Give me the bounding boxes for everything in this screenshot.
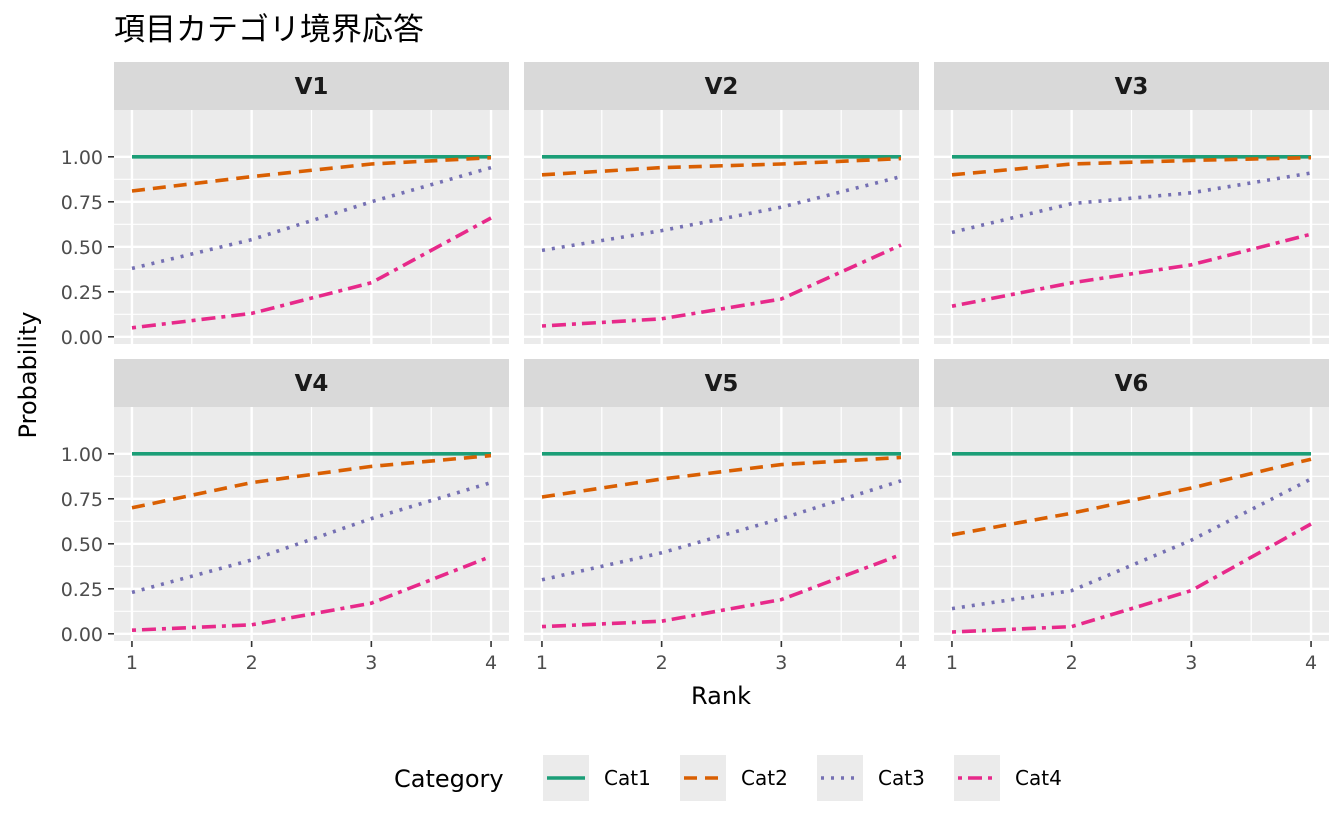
series-line-cat3 [541, 479, 902, 582]
strip-background [114, 62, 509, 110]
legend-title: Category [394, 765, 504, 793]
panel-v4: V4 0.00 0.25 0.50 0.75 1.00 1 2 3 4 [61, 359, 509, 674]
y-tick-label: 0.00 [61, 624, 103, 646]
y-tick-label: 0.00 [61, 327, 103, 349]
panel-v3: V3 [934, 62, 1329, 344]
x-tick-label: 4 [485, 652, 497, 674]
y-tick-label: 0.25 [61, 282, 103, 304]
x-axis-title: Rank [691, 682, 751, 710]
y-tick-label: 0.75 [61, 489, 103, 511]
strip-label: V5 [705, 371, 739, 397]
x-tick-label: 3 [775, 652, 787, 674]
legend-label: Cat2 [741, 766, 788, 790]
series-line-cat2 [131, 453, 492, 510]
legend-label: Cat3 [878, 766, 925, 790]
chart-title: 項目カテゴリ境界応答 [114, 12, 424, 48]
legend-key-background [817, 755, 863, 801]
series-line-cat2 [541, 156, 902, 177]
series-line-cat4 [131, 216, 492, 330]
strip-background [934, 62, 1329, 110]
series-line-cat4 [541, 552, 902, 629]
x-tick-label: 1 [126, 652, 138, 674]
legend-item-cat1: Cat1 [543, 755, 651, 801]
y-tick-label: 1.00 [61, 147, 103, 169]
strip-background [114, 359, 509, 407]
series-line-cat4 [951, 232, 1312, 308]
x-tick-label: 4 [895, 652, 907, 674]
x-tick-label: 1 [536, 652, 548, 674]
x-tick-label: 2 [656, 652, 668, 674]
y-tick-label: 0.50 [61, 534, 103, 556]
legend: Category Cat1 Cat2 Cat3 Cat4 [394, 755, 1062, 801]
series-line-cat3 [951, 477, 1312, 611]
legend-label: Cat4 [1015, 766, 1062, 790]
series-line-cat4 [541, 243, 902, 328]
strip-background [524, 62, 919, 110]
series-line-cat3 [951, 171, 1312, 235]
panel-v6: V6 1 2 3 4 [934, 359, 1329, 674]
x-tick-label: 3 [1185, 652, 1197, 674]
panel-v5: V5 1 2 3 4 [524, 359, 919, 674]
strip-label: V3 [1115, 74, 1149, 100]
y-tick-label: 0.75 [61, 192, 103, 214]
y-axis-title: Probability [14, 312, 42, 439]
series-line-cat3 [541, 174, 902, 253]
strip-label: V6 [1115, 371, 1149, 397]
series-line-cat2 [131, 155, 492, 193]
panel-v2: V2 [524, 62, 919, 344]
x-tick-label: 4 [1305, 652, 1317, 674]
strip-background [934, 359, 1329, 407]
strip-label: V4 [295, 371, 329, 397]
x-tick-label: 1 [946, 652, 958, 674]
legend-label: Cat1 [604, 766, 651, 790]
legend-item-cat4: Cat4 [954, 755, 1062, 801]
x-tick-label: 2 [1066, 652, 1078, 674]
series-line-cat4 [951, 522, 1312, 634]
series-line-cat3 [131, 480, 492, 595]
series-line-cat2 [951, 457, 1312, 537]
series-line-cat3 [131, 165, 492, 271]
legend-item-cat2: Cat2 [680, 755, 788, 801]
strip-background [524, 359, 919, 407]
series-line-cat4 [131, 554, 492, 632]
legend-item-cat3: Cat3 [817, 755, 925, 801]
panels-layer: V1 0.00 0.25 0.50 0.75 1.00 V2 V3 V4 0.00 0.25 0.50… [61, 62, 1329, 674]
y-tick-label: 1.00 [61, 444, 103, 466]
x-tick-label: 3 [365, 652, 377, 674]
panel-v1: V1 0.00 0.25 0.50 0.75 1.00 [61, 62, 509, 349]
series-line-cat2 [541, 455, 902, 499]
y-tick-label: 0.50 [61, 237, 103, 259]
y-tick-label: 0.25 [61, 579, 103, 601]
x-tick-label: 2 [246, 652, 258, 674]
strip-label: V1 [295, 74, 329, 100]
strip-label: V2 [705, 74, 739, 100]
series-line-cat2 [951, 155, 1312, 177]
